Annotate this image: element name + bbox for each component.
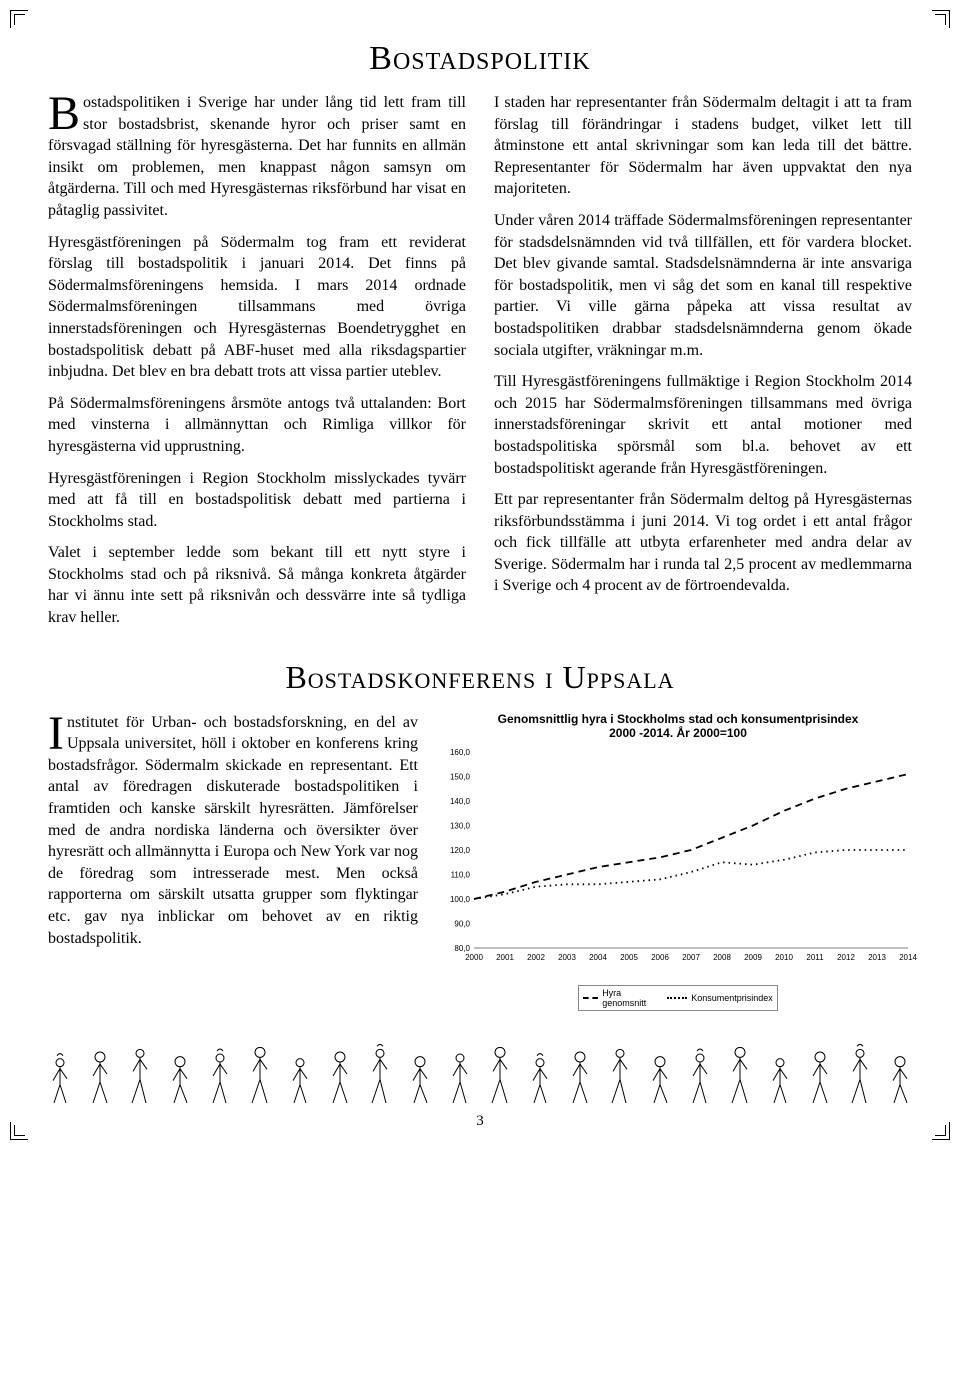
svg-text:2002: 2002 [527, 953, 545, 962]
paragraph: Ett par representanter från Södermalm de… [494, 489, 912, 597]
svg-text:2007: 2007 [682, 953, 700, 962]
svg-text:2006: 2006 [651, 953, 669, 962]
dot-icon [667, 997, 687, 999]
people-sketch-icon [48, 1027, 912, 1107]
dash-icon [583, 997, 598, 999]
paragraph: Institutet för Urban- och bostadsforskni… [48, 712, 418, 950]
paragraph: Hyresgästföreningen i Region Stockholm m… [48, 468, 466, 533]
paragraph: Valet i september ledde som bekant till … [48, 542, 466, 628]
svg-text:2001: 2001 [496, 953, 514, 962]
svg-text:110,0: 110,0 [451, 870, 471, 879]
section-title-bostadspolitik: Bostadspolitik [48, 40, 912, 78]
svg-text:160,0: 160,0 [450, 748, 471, 757]
chart-title-line: Genomsnittlig hyra i Stockholms stad och… [498, 712, 859, 726]
legend-item-hyra: Hyra genomsnitt [583, 988, 651, 1008]
legend-label: Konsumentprisindex [691, 993, 773, 1003]
svg-text:2004: 2004 [589, 953, 607, 962]
svg-text:2011: 2011 [806, 953, 824, 962]
page: Bostadspolitik Bostadspolitiken i Sverig… [0, 0, 960, 1150]
article-bostadspolitik: Bostadspolitiken i Sverige har under lån… [48, 92, 912, 629]
chart-title: Genomsnittlig hyra i Stockholms stad och… [438, 712, 918, 740]
paragraph: Till Hyresgästföreningens fullmäktige i … [494, 371, 912, 479]
paragraph: Bostadspolitiken i Sverige har under lån… [48, 92, 466, 222]
svg-text:140,0: 140,0 [450, 797, 471, 806]
paragraph: Hyresgästföreningen på Södermalm tog fra… [48, 232, 466, 383]
svg-text:2003: 2003 [558, 953, 576, 962]
svg-text:2008: 2008 [713, 953, 731, 962]
corner-ornament [10, 10, 28, 28]
svg-text:2013: 2013 [868, 953, 886, 962]
chart-legend: Hyra genomsnitt Konsumentprisindex [578, 985, 778, 1011]
paragraph: I staden har representanter från Söderma… [494, 92, 912, 200]
svg-text:2005: 2005 [620, 953, 638, 962]
line-chart: 80,0 90,0 100,0 110,0 120,0 130,0 140,0 150,0 16… [438, 746, 918, 976]
svg-text:90,0: 90,0 [454, 919, 470, 928]
corner-ornament [10, 1122, 28, 1140]
page-number: 3 [48, 1113, 912, 1130]
svg-text:2009: 2009 [744, 953, 762, 962]
svg-text:2010: 2010 [775, 953, 793, 962]
chart-block: Genomsnittlig hyra i Stockholms stad och… [438, 712, 918, 1011]
svg-text:2012: 2012 [837, 953, 855, 962]
svg-text:100,0: 100,0 [450, 895, 471, 904]
corner-ornament [932, 1122, 950, 1140]
section-title-uppsala: Bostadskonferens i Uppsala [48, 659, 912, 696]
svg-text:2014: 2014 [899, 953, 917, 962]
article-uppsala: Institutet för Urban- och bostadsforskni… [48, 712, 912, 1011]
legend-label: Hyra genomsnitt [602, 988, 651, 1008]
svg-text:120,0: 120,0 [450, 846, 471, 855]
paragraph: Under våren 2014 träffade Södermalmsföre… [494, 210, 912, 361]
svg-text:80,0: 80,0 [454, 944, 470, 953]
svg-text:130,0: 130,0 [450, 821, 471, 830]
corner-ornament [932, 10, 950, 28]
chart-title-line: 2000 -2014. År 2000=100 [609, 726, 747, 740]
svg-text:150,0: 150,0 [450, 772, 471, 781]
legend-item-kpi: Konsumentprisindex [667, 988, 773, 1008]
paragraph: På Södermalmsföreningens årsmöte antogs … [48, 393, 466, 458]
footer-illustration [48, 1027, 912, 1107]
svg-text:2000: 2000 [465, 953, 483, 962]
